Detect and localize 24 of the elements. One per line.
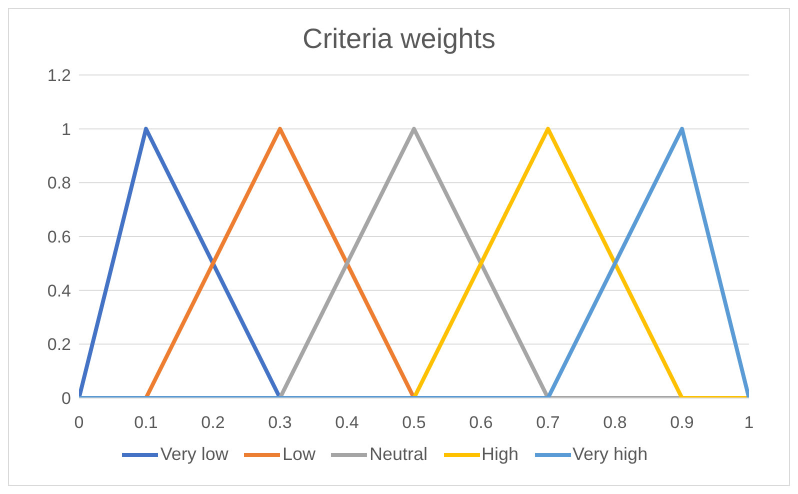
x-tick-label: 0.8 [603,413,627,432]
x-tick-label: 0.7 [536,413,560,432]
y-tick-label: 1.2 [47,66,71,86]
x-tick-label: 0.6 [469,413,493,432]
legend-label: Low [282,444,316,465]
legend-label: Very high [572,444,648,465]
y-tick-label: 0.8 [47,174,71,193]
y-tick-label: 1 [62,120,71,139]
chart-title: Criteria weights [302,23,496,55]
x-tick-label: 0.3 [268,413,292,432]
legend-label: Neutral [369,444,428,465]
x-tick-label: 0.5 [402,413,426,432]
x-tick-label: 0.9 [670,413,694,432]
y-tick-label: 0.4 [47,281,71,300]
x-tick-label: 0.1 [134,413,158,432]
x-tick-label: 0.4 [335,413,359,432]
y-tick-label: 0 [62,389,71,408]
x-tick-label: 0 [74,413,84,432]
legend-label: Very low [160,444,228,465]
y-tick-label: 0.6 [47,228,71,247]
y-tick-label: 0.2 [47,335,71,354]
x-tick-label: 0.2 [201,413,225,432]
x-tick-label: 1 [744,413,754,432]
legend-label: High [482,444,519,465]
